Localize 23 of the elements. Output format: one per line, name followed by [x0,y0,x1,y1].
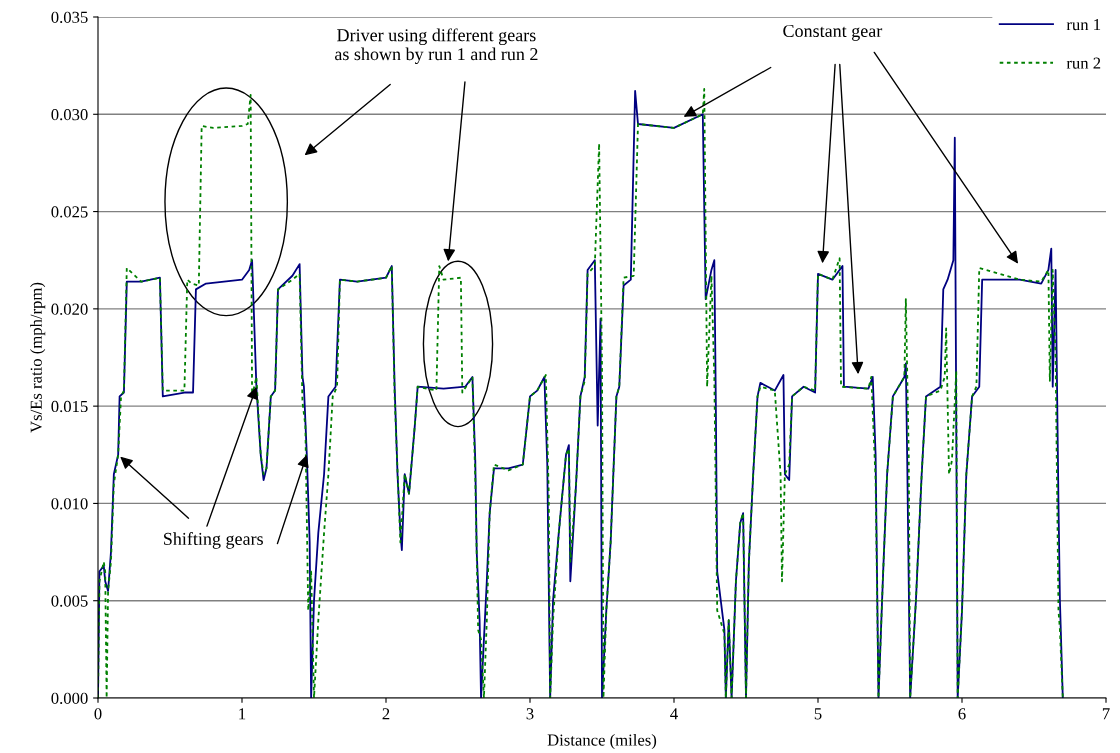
annotation: Constant gear [783,24,883,41]
y-tick-label: 0.020 [51,303,88,315]
x-tick-label: 1 [239,708,246,720]
x-tick-label: 4 [670,708,678,720]
y-tick-label: 0.010 [51,498,88,510]
x-tick-label: 3 [526,708,534,720]
y-tick-label: 0.030 [51,108,88,121]
legend-label: run 1 [1066,19,1101,31]
y-tick-label: 0.015 [51,400,88,413]
y-axis-title: Vs/Es ratio (mph/rpm) [30,282,46,433]
y-tick-label: 0.005 [51,595,88,607]
annotation: Shifting gears [164,532,263,549]
y-tick-label: 0.025 [51,206,88,218]
x-tick-label: 6 [958,708,966,720]
y-tick-label: 0.000 [51,692,88,705]
legend-label: run 2 [1066,57,1101,69]
x-axis-title: Distance (miles) [547,733,657,750]
x-tick-label: 7 [1102,708,1110,720]
x-tick-label: 2 [382,708,390,720]
annotation: Driver using different gears as shown by run 1 and run 2 [334,28,538,64]
y-tick-label: 0.035 [51,11,88,24]
x-tick-label: 5 [814,708,822,720]
x-tick-label: 0 [94,708,102,720]
